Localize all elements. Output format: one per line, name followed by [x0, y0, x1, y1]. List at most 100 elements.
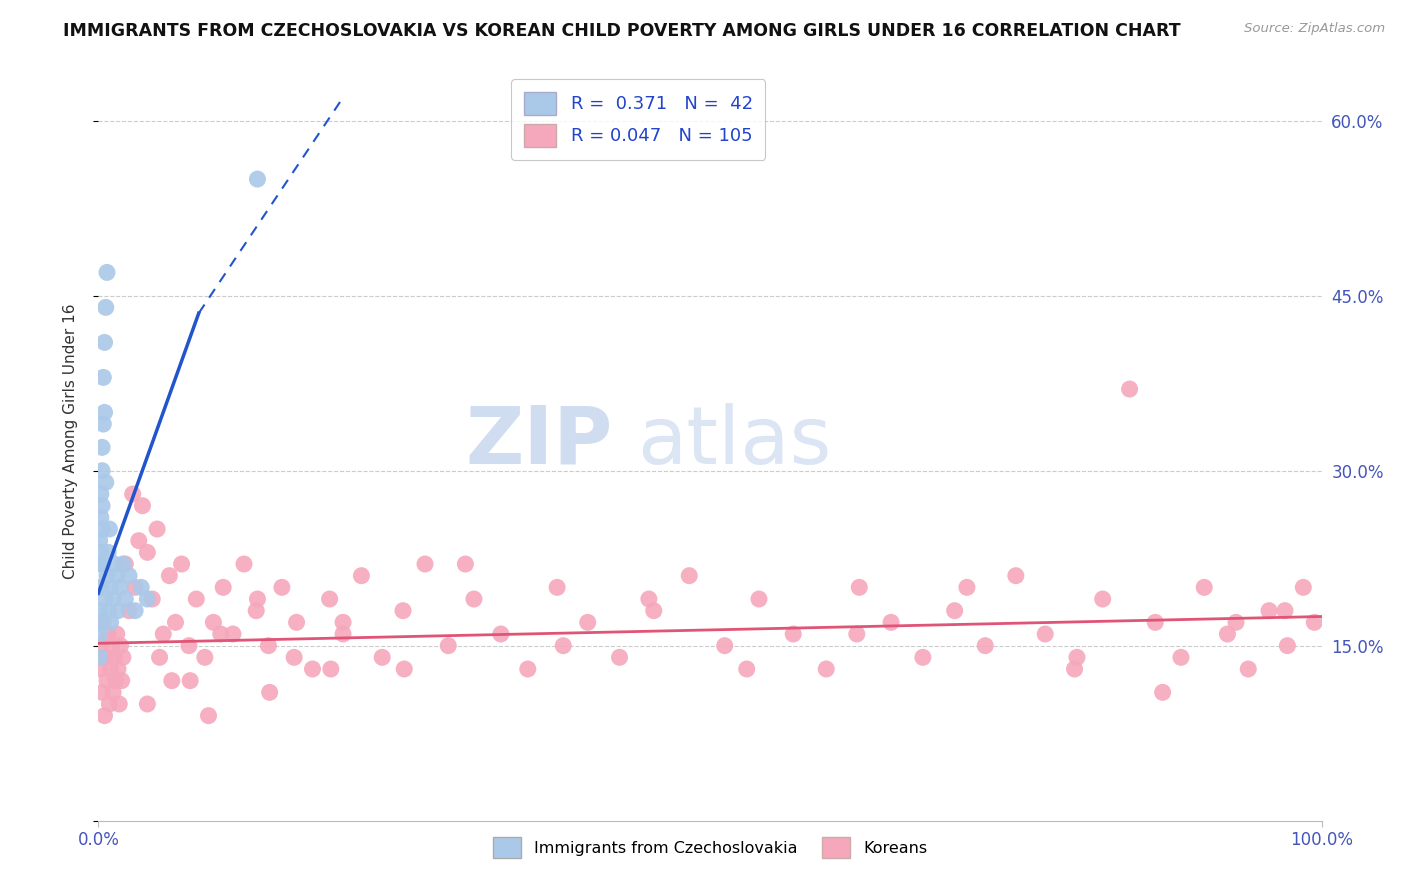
Point	[108, 697, 131, 711]
Point	[90, 510, 112, 524]
Point	[96, 673, 118, 688]
Point	[246, 172, 269, 186]
Point	[332, 615, 354, 630]
Point	[546, 580, 568, 594]
Point	[91, 685, 114, 699]
Point	[103, 650, 125, 665]
Point	[110, 580, 132, 594]
Point	[94, 650, 117, 665]
Point	[782, 627, 804, 641]
Point	[91, 615, 114, 630]
Point	[118, 568, 141, 582]
Point	[97, 627, 120, 641]
Point	[1292, 580, 1315, 594]
Point	[114, 592, 136, 607]
Text: ZIP: ZIP	[465, 402, 612, 481]
Point	[1303, 615, 1326, 630]
Point	[177, 639, 200, 653]
Point	[124, 580, 146, 594]
Point	[454, 557, 477, 571]
Point	[98, 522, 121, 536]
Point	[194, 650, 217, 665]
Point	[96, 568, 118, 582]
Point	[974, 639, 997, 653]
Point	[107, 662, 129, 676]
Point	[128, 533, 150, 548]
Point	[1237, 662, 1260, 676]
Point	[100, 580, 122, 594]
Point	[1258, 604, 1281, 618]
Point	[880, 615, 903, 630]
Point	[1091, 592, 1114, 607]
Point	[257, 639, 280, 653]
Point	[245, 604, 267, 618]
Point	[111, 673, 134, 688]
Point	[202, 615, 225, 630]
Point	[98, 697, 121, 711]
Point	[89, 557, 111, 571]
Point	[94, 475, 117, 490]
Point	[170, 557, 193, 571]
Point	[285, 615, 308, 630]
Point	[91, 464, 114, 478]
Point	[93, 708, 115, 723]
Point	[149, 650, 172, 665]
Point	[105, 568, 128, 582]
Point	[90, 545, 112, 559]
Point	[129, 580, 152, 594]
Point	[146, 522, 169, 536]
Point	[136, 592, 159, 607]
Point	[1170, 650, 1192, 665]
Point	[283, 650, 305, 665]
Point	[332, 627, 354, 641]
Point	[103, 557, 125, 571]
Point	[463, 592, 485, 607]
Point	[392, 604, 415, 618]
Point	[93, 335, 115, 350]
Point	[124, 604, 146, 618]
Point	[911, 650, 934, 665]
Point	[90, 615, 112, 630]
Point	[96, 265, 118, 279]
Point	[212, 580, 235, 594]
Point	[118, 604, 141, 618]
Point	[121, 487, 143, 501]
Point	[91, 441, 114, 455]
Point	[110, 639, 132, 653]
Point	[1225, 615, 1247, 630]
Point	[678, 568, 700, 582]
Point	[152, 627, 174, 641]
Point	[350, 568, 373, 582]
Point	[97, 604, 120, 618]
Point	[105, 627, 128, 641]
Point	[209, 627, 232, 641]
Text: Source: ZipAtlas.com: Source: ZipAtlas.com	[1244, 22, 1385, 36]
Point	[136, 697, 159, 711]
Legend: Immigrants from Czechoslovakia, Koreans: Immigrants from Czechoslovakia, Koreans	[485, 830, 935, 866]
Point	[101, 685, 124, 699]
Text: IMMIGRANTS FROM CZECHOSLOVAKIA VS KOREAN CHILD POVERTY AMONG GIRLS UNDER 16 CORR: IMMIGRANTS FROM CZECHOSLOVAKIA VS KOREAN…	[63, 22, 1181, 40]
Point	[848, 580, 870, 594]
Point	[89, 662, 111, 676]
Point	[516, 662, 538, 676]
Point	[815, 662, 838, 676]
Point	[89, 627, 111, 641]
Point	[91, 522, 114, 536]
Point	[259, 685, 281, 699]
Point	[301, 662, 323, 676]
Point	[845, 627, 868, 641]
Point	[165, 615, 187, 630]
Point	[89, 533, 111, 548]
Point	[609, 650, 631, 665]
Point	[101, 639, 124, 653]
Point	[1274, 604, 1296, 618]
Point	[713, 639, 735, 653]
Point	[107, 604, 129, 618]
Point	[437, 639, 460, 653]
Point	[100, 662, 122, 676]
Point	[1004, 568, 1026, 582]
Point	[413, 557, 436, 571]
Point	[318, 592, 340, 607]
Point	[136, 545, 159, 559]
Point	[179, 673, 201, 688]
